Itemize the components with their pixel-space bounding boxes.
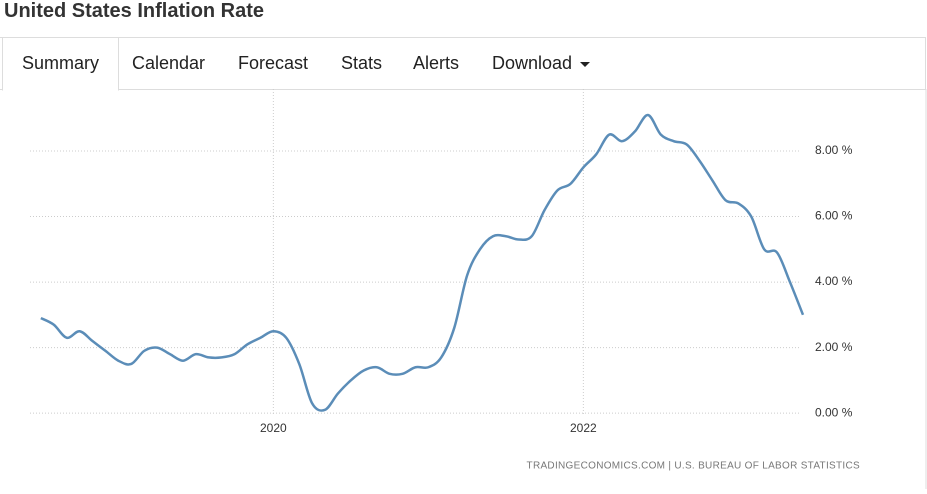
tab[interactable]: Forecast (238, 53, 309, 73)
tab-label: Download (492, 53, 573, 73)
y-tick-label: 4.00 % (815, 274, 853, 288)
chart-source: TRADINGECONOMICS.COM | U.S. BUREAU OF LA… (527, 461, 860, 472)
tab[interactable]: Alerts (413, 53, 460, 73)
y-tick-label: 8.00 % (815, 143, 853, 157)
caret-icon (580, 61, 591, 67)
y-tick-label: 6.00 % (815, 209, 853, 223)
y-tick-label: 2.00 % (815, 340, 853, 354)
x-tick-label: 2022 (570, 421, 597, 435)
tab-dropdown[interactable]: Download (473, 38, 609, 89)
page-title: United States Inflation Rate (4, 0, 265, 22)
tab-bar: Summary Calendar Forecast Stats Alerts D… (0, 37, 926, 91)
tab[interactable]: Stats (341, 53, 383, 73)
chart: TRADINGECONOMICS.COM | U.S. BUREAU OF LA… (30, 89, 927, 489)
line-series (40, 113, 805, 412)
y-tick-label: 0.00 % (815, 405, 853, 419)
tab[interactable]: Calendar (132, 53, 206, 73)
tab[interactable]: Summary (2, 37, 120, 91)
x-tick-label: 2020 (260, 421, 287, 435)
